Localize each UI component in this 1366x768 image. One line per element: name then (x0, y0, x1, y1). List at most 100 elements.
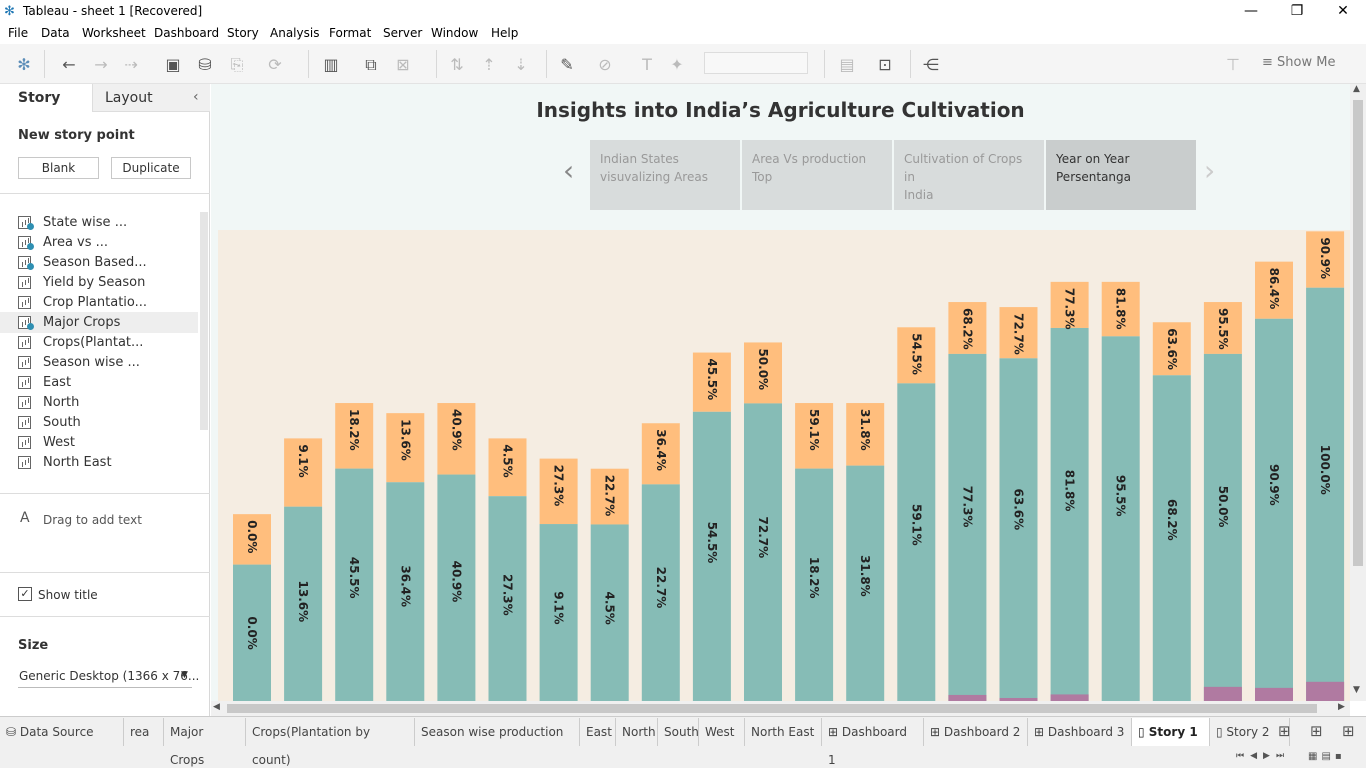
tab-layout[interactable]: Layout ‹ (92, 84, 210, 112)
bar-lower-segment[interactable] (641, 484, 680, 701)
story-sheet-item[interactable]: Major Crops (18, 313, 198, 333)
vertical-scrollbar[interactable]: ▲ ▼ (1350, 84, 1366, 701)
story-point-2[interactable]: Area Vs production Top (742, 140, 892, 210)
scroll-down-icon[interactable]: ▼ (1353, 685, 1360, 695)
blank-button[interactable]: Blank (18, 157, 99, 179)
bar-lower-segment[interactable] (897, 383, 936, 701)
restore-icon[interactable]: ❐ (1290, 3, 1304, 19)
bar-upper-segment[interactable] (795, 403, 834, 469)
bar-lower-segment[interactable] (1306, 287, 1345, 701)
sheet-tab[interactable]: ⊞ Dashboard 1 (822, 718, 924, 767)
bar-upper-segment[interactable] (386, 413, 425, 483)
bar-upper-segment[interactable] (1152, 322, 1191, 376)
bar-upper-segment[interactable] (948, 302, 987, 354)
minimize-icon[interactable]: — (1244, 3, 1258, 19)
bar-lower-segment[interactable] (744, 403, 782, 701)
bar-lower-segment[interactable] (539, 524, 578, 701)
scroll-right-icon[interactable]: ▶ (1338, 702, 1345, 712)
fix-axes-icon[interactable]: ✦ (670, 55, 684, 74)
bar-upper-segment[interactable] (335, 403, 374, 469)
bar-lower-segment[interactable] (795, 468, 834, 701)
bar-lower-segment[interactable] (846, 465, 885, 701)
bar-base-segment[interactable] (1050, 694, 1089, 701)
presentation-mode-icon[interactable]: ⊡ (878, 55, 892, 74)
sort-descending-icon[interactable]: ⇣ (514, 55, 528, 74)
swap-icon[interactable]: ⇅ (450, 55, 464, 74)
story-sheet-item[interactable]: Season wise ... (18, 353, 198, 373)
group-icon[interactable]: ⊘ (598, 55, 612, 74)
bar-upper-segment[interactable] (846, 403, 885, 466)
bar-upper-segment[interactable] (641, 423, 680, 485)
bar-lower-segment[interactable] (1152, 375, 1191, 701)
save-icon[interactable]: ▣ (165, 55, 181, 74)
menu-help[interactable]: Help (491, 26, 519, 40)
sheet-tab[interactable]: ⛁ Data Source (0, 718, 124, 746)
next-story-point-icon[interactable]: › (1204, 154, 1216, 187)
menu-format[interactable]: Format (329, 26, 372, 40)
bar-lower-segment[interactable] (284, 506, 323, 701)
bar-upper-segment[interactable] (284, 438, 323, 507)
sheet-tab[interactable]: East (580, 718, 616, 746)
story-sheet-item[interactable]: State wise ... (18, 213, 198, 233)
bar-base-segment[interactable] (948, 694, 987, 701)
bar-lower-segment[interactable] (335, 468, 374, 701)
story-point-3[interactable]: Cultivation of Crops in India (894, 140, 1044, 210)
replay-icon[interactable]: ⇢ (124, 55, 138, 74)
pause-updates-icon[interactable]: ⎘ (230, 55, 244, 74)
fit-select[interactable] (704, 52, 808, 74)
tab-story[interactable]: Story (0, 84, 92, 112)
menu-data[interactable]: Data (41, 26, 70, 40)
bar-upper-segment[interactable] (233, 514, 271, 565)
menu-window[interactable]: Window (431, 26, 479, 40)
sheet-tab[interactable]: North (616, 718, 658, 746)
new-story-tab-icon[interactable]: ⊞ (1342, 722, 1355, 740)
sheet-tab[interactable]: Season wise production (415, 718, 580, 746)
story-sheet-item[interactable]: Crop Plantatio... (18, 293, 198, 313)
bar-upper-segment[interactable] (744, 342, 782, 404)
refresh-icon[interactable]: ⟳ (268, 55, 282, 74)
sheet-tab[interactable]: South (658, 718, 699, 746)
labels-icon[interactable]: T (642, 55, 652, 74)
tab-navigation-icon[interactable]: ⏮◀▶⏭ (1236, 751, 1291, 761)
highlight-icon[interactable]: ✎ (560, 55, 574, 74)
menu-worksheet[interactable]: Worksheet (82, 26, 146, 40)
story-point-1[interactable]: Indian States visuvalizing Areas (590, 140, 740, 210)
story-sheet-item[interactable]: Area vs ... (18, 233, 198, 253)
bar-lower-segment[interactable] (1101, 336, 1140, 701)
bar-upper-segment[interactable] (488, 438, 527, 497)
story-sheet-item[interactable]: West (18, 433, 198, 453)
scroll-up-icon[interactable]: ▲ (1353, 84, 1360, 94)
collapse-icon[interactable]: ‹ (193, 89, 199, 105)
story-sheet-item[interactable]: Yield by Season (18, 273, 198, 293)
bar-upper-segment[interactable] (1306, 231, 1345, 288)
bar-base-segment[interactable] (1203, 686, 1242, 701)
undo-icon[interactable]: ← (62, 55, 76, 74)
sheet-tab[interactable]: ⊞ Dashboard 3 (1028, 718, 1132, 746)
bar-upper-segment[interactable] (539, 458, 578, 525)
bar-lower-segment[interactable] (1203, 353, 1242, 701)
bar-base-segment[interactable] (1306, 681, 1345, 701)
story-sheet-item[interactable]: North East (18, 453, 198, 473)
fit-icon[interactable]: ▤ (839, 55, 855, 74)
horizontal-scrollbar[interactable]: ◀ ▶ (211, 701, 1350, 716)
bar-upper-segment[interactable] (999, 307, 1038, 359)
bar-base-segment[interactable] (999, 697, 1038, 701)
tableau-home-icon[interactable]: ✻ (17, 55, 31, 74)
share-icon[interactable]: ⋲ (923, 55, 939, 74)
bar-upper-segment[interactable] (1203, 302, 1242, 354)
scroll-left-icon[interactable]: ◀ (213, 702, 220, 712)
bar-lower-segment[interactable] (948, 353, 987, 701)
sheet-list-scrollbar[interactable] (200, 212, 208, 430)
bar-upper-segment[interactable] (590, 468, 629, 525)
horizontal-scroll-thumb[interactable] (227, 704, 1317, 713)
new-worksheet-tab-icon[interactable]: ⊞ (1278, 722, 1291, 740)
bar-upper-segment[interactable] (437, 403, 476, 475)
view-mode-icon[interactable]: ▦▤▪ (1308, 751, 1346, 762)
menu-server[interactable]: Server (383, 26, 423, 40)
bar-lower-segment[interactable] (692, 411, 731, 701)
bar-upper-segment[interactable] (1050, 281, 1089, 328)
new-dashboard-tab-icon[interactable]: ⊞ (1310, 722, 1323, 740)
sort-ascending-icon[interactable]: ⇡ (482, 55, 496, 74)
story-sheet-item[interactable]: South (18, 413, 198, 433)
sheet-tab[interactable]: Major Crops (164, 718, 246, 767)
